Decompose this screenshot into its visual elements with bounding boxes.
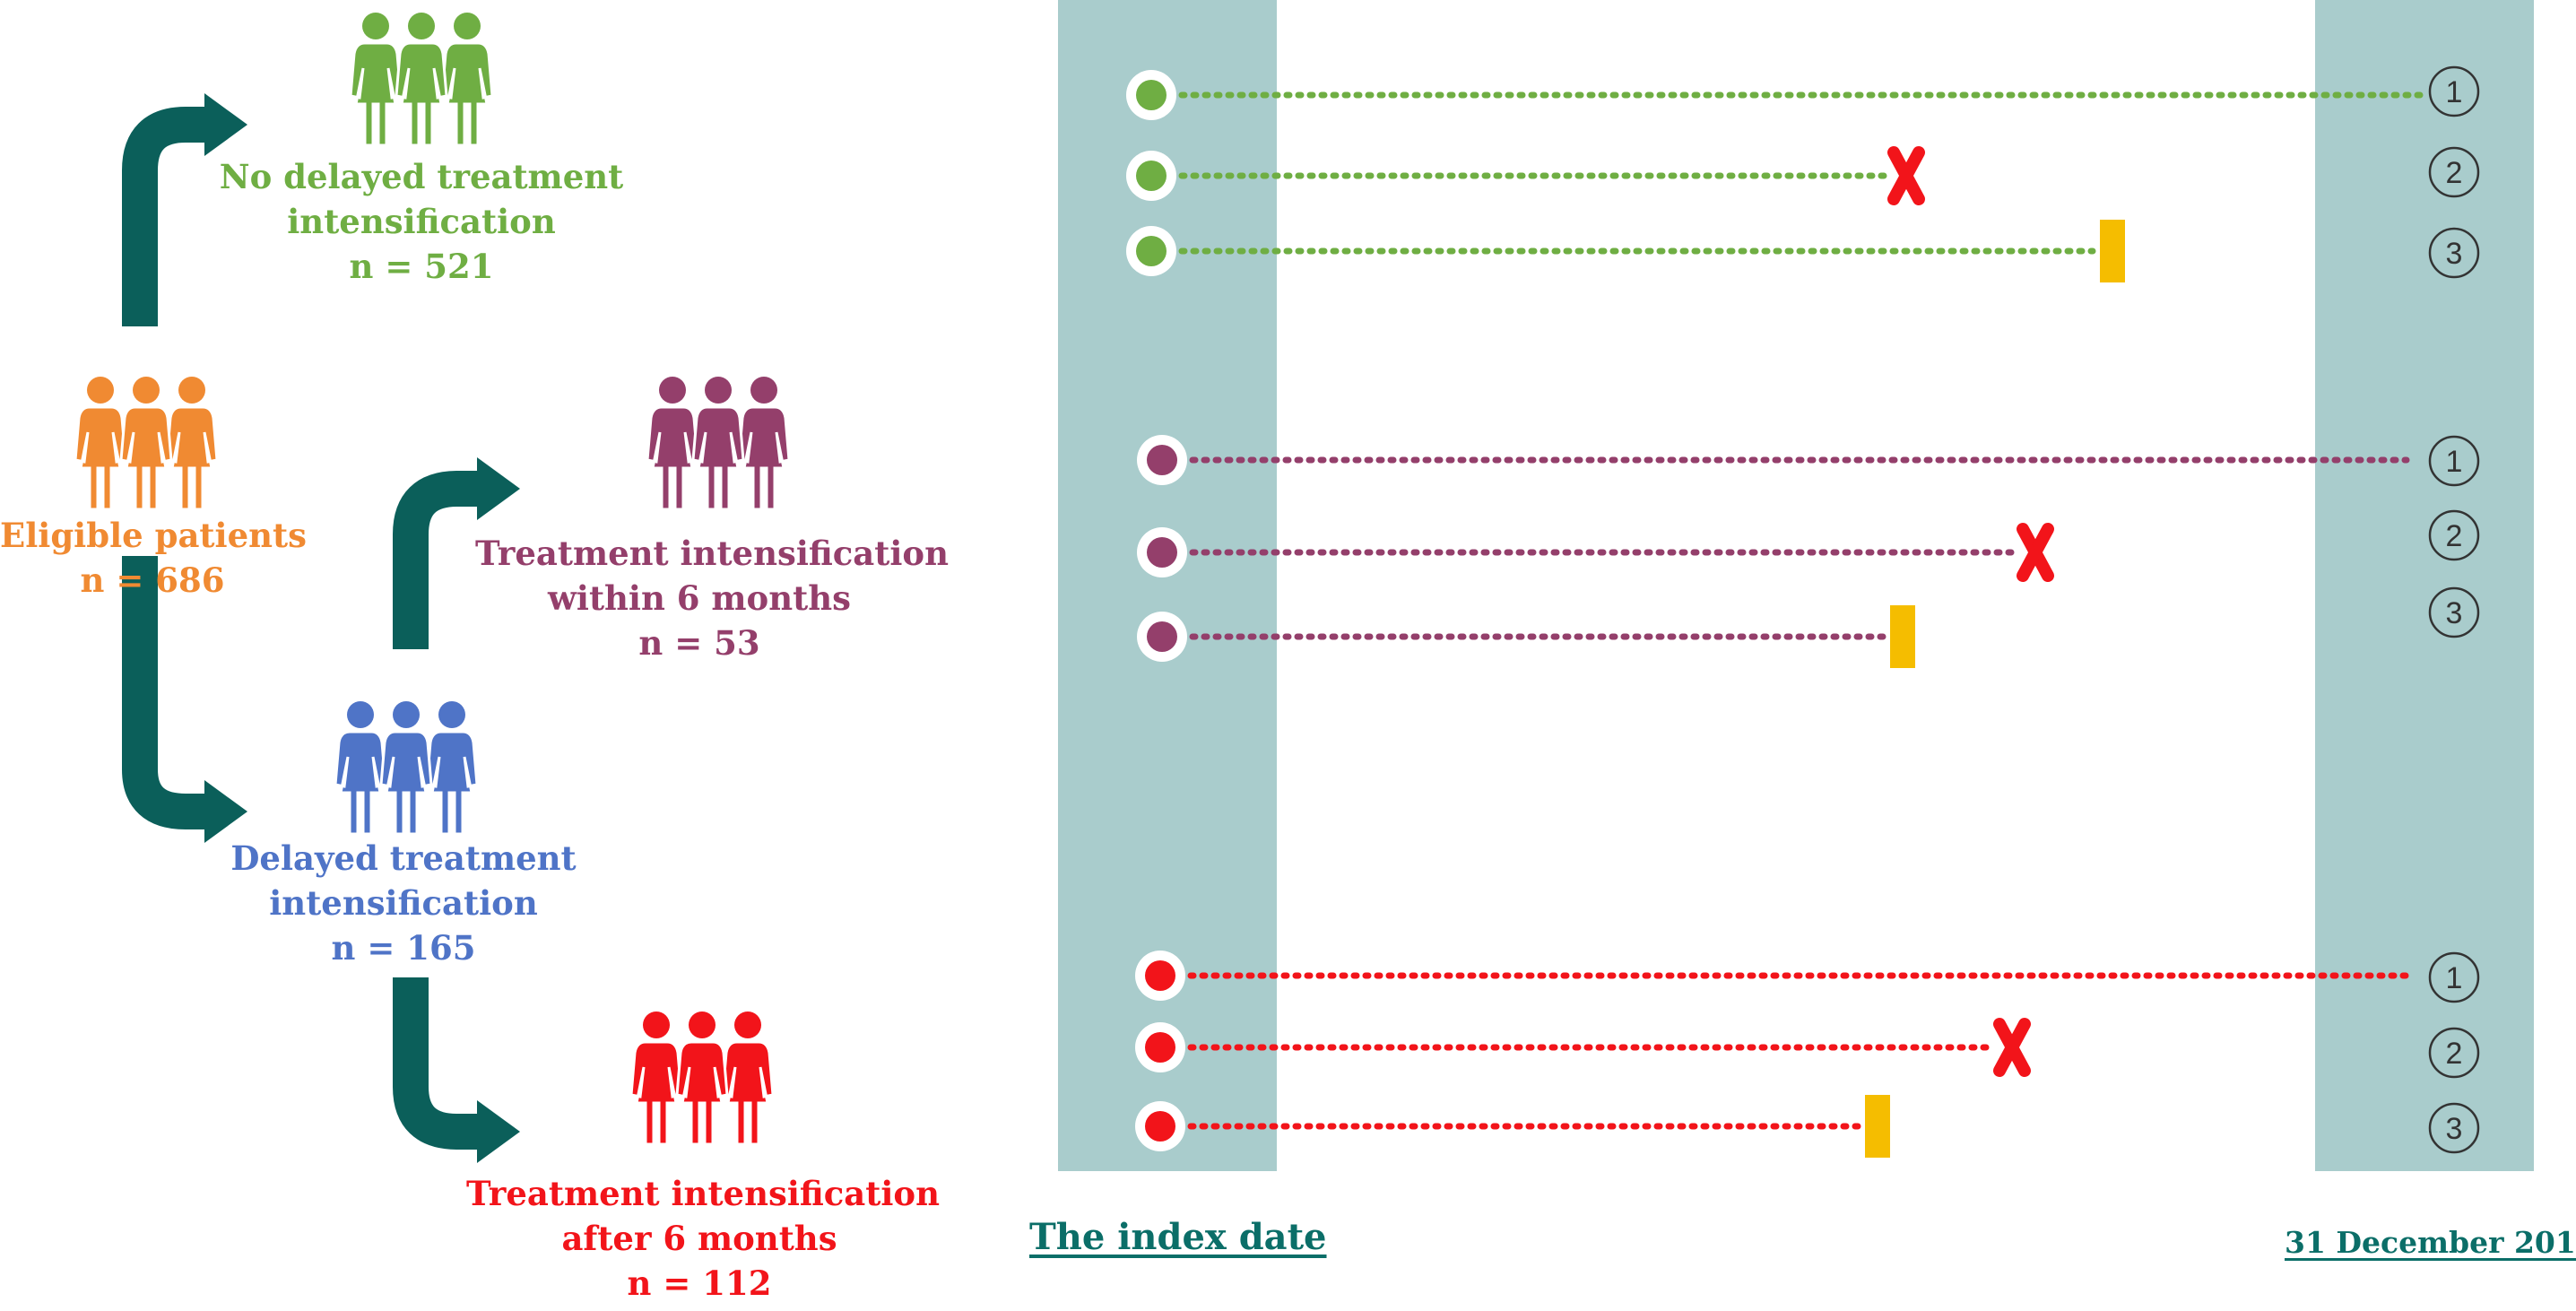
no-delay-label: No delayed treatment intensification n =… (219, 157, 624, 286)
numbered-circle-icon: 2 (2428, 509, 2480, 561)
arrow-delayed-to-within6 (393, 471, 481, 649)
start-marker-dot (1145, 960, 1175, 991)
red-x-icon (1887, 146, 1925, 205)
endpoint-number: 2 (2446, 1037, 2463, 1071)
people-group-icon (629, 1011, 775, 1146)
arrow-eligible-to-no-delay (122, 107, 208, 326)
endpoint-number: 2 (2446, 519, 2463, 553)
red-x-icon (1993, 1018, 2031, 1077)
numbered-circle-icon: 1 (2428, 951, 2480, 1003)
arrowhead-after6 (477, 1100, 520, 1163)
arrowhead-within6 (477, 457, 520, 520)
start-marker-dot (1145, 1111, 1175, 1142)
start-marker-dot (1147, 621, 1177, 652)
people-figures (349, 13, 494, 147)
timeline-row: 2 (1126, 146, 2480, 205)
people-figures (629, 1011, 775, 1146)
arrow-eligible-to-delayed (122, 556, 208, 829)
people-group-icon (334, 701, 479, 836)
timeline-row: 3 (1126, 220, 2480, 282)
timeline-row: 2 (1135, 1018, 2480, 1079)
red-x-icon (2017, 523, 2054, 582)
after6-label: Treatment intensification after 6 months… (466, 1174, 941, 1303)
endpoint-number: 1 (2446, 75, 2463, 109)
endpoint-number: 2 (2446, 156, 2463, 190)
arrowhead-no-delay (204, 93, 247, 156)
start-marker-dot (1147, 537, 1177, 568)
numbered-circle-icon: 3 (2428, 1102, 2480, 1154)
numbered-circle-icon: 3 (2428, 227, 2480, 279)
people-figures (646, 377, 791, 511)
numbered-circle-icon: 3 (2428, 586, 2480, 638)
timeline-row: 3 (1135, 1095, 2480, 1158)
people-figures (334, 701, 479, 836)
numbered-circle-icon: 1 (2428, 65, 2480, 117)
yellow-bar-icon (2100, 220, 2125, 282)
endpoint-number: 1 (2446, 961, 2463, 995)
endpoint-number: 3 (2446, 1112, 2463, 1146)
start-marker-dot (1136, 80, 1167, 110)
start-marker-dot (1145, 1032, 1175, 1063)
people-group-icon (74, 377, 219, 511)
end-date-band (2315, 0, 2534, 1171)
index-date-label: The index date (1029, 1216, 1327, 1258)
timeline-row: 1 (1126, 65, 2480, 120)
start-marker-dot (1147, 445, 1177, 475)
arrow-delayed-to-after6 (393, 977, 481, 1150)
start-marker-dot (1136, 161, 1167, 191)
yellow-bar-icon (1865, 1095, 1890, 1158)
timeline-row: 1 (1137, 435, 2480, 487)
numbered-circle-icon: 2 (2428, 1027, 2480, 1079)
numbered-circle-icon: 1 (2428, 435, 2480, 487)
endpoint-number: 1 (2446, 445, 2463, 479)
endpoint-number: 3 (2446, 237, 2463, 271)
within6-label: Treatment intensification within 6 month… (475, 534, 950, 663)
endpoint-number: 3 (2446, 596, 2463, 630)
numbered-circle-icon: 2 (2428, 146, 2480, 198)
delayed-label: Delayed treatment intensification n = 16… (230, 838, 577, 968)
start-marker-dot (1136, 236, 1167, 266)
timeline-row: 2 (1137, 509, 2480, 582)
end-date-label: 31 December 2017 (2285, 1225, 2576, 1260)
people-group-icon (646, 377, 791, 511)
arrowhead-delayed (204, 780, 247, 843)
timeline-row: 1 (1135, 951, 2480, 1003)
people-group-icon (349, 13, 494, 147)
timeline-row: 3 (1137, 586, 2480, 668)
yellow-bar-icon (1890, 605, 1915, 668)
eligible-label: Eligible patients n = 686 (0, 516, 307, 600)
timeline-rows: 1 2 3 1 2 3 1 2 3 (1126, 65, 2480, 1158)
people-figures (74, 377, 219, 511)
